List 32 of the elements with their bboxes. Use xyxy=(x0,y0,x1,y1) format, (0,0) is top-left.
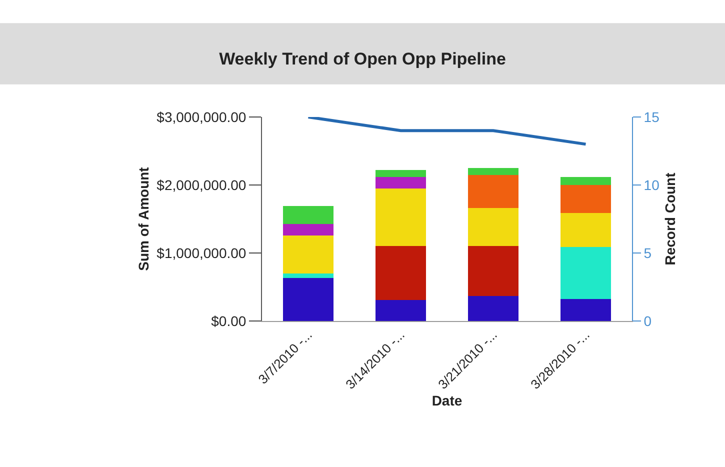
y-tick-label: $0.00 xyxy=(211,312,246,329)
bar xyxy=(282,206,334,224)
bar xyxy=(468,208,519,246)
y-axis-title: Sum of Amount xyxy=(135,166,152,271)
y2-axis-title: Record Count xyxy=(662,172,678,266)
bar xyxy=(375,170,426,177)
bar xyxy=(282,224,334,236)
chart-title: Weekly Trend of Open Opp Pipeline xyxy=(219,49,506,68)
y2-tick-label: 10 xyxy=(644,176,660,193)
bar xyxy=(560,299,612,321)
bar xyxy=(282,235,334,274)
bar xyxy=(468,246,519,296)
y2-tick-label: 15 xyxy=(644,108,660,125)
bar xyxy=(375,300,426,321)
bar xyxy=(560,185,612,213)
bar xyxy=(468,296,519,321)
y-tick-label: $3,000,000.00 xyxy=(156,108,246,125)
bar xyxy=(468,174,519,208)
bar xyxy=(560,176,612,185)
bar xyxy=(282,278,334,321)
bar xyxy=(375,176,426,188)
y-tick-label: $2,000,000.00 xyxy=(156,176,246,193)
x-axis-title: Date xyxy=(432,392,462,408)
bar xyxy=(560,246,612,300)
y2-tick-label: 5 xyxy=(644,244,652,261)
y2-tick-label: 0 xyxy=(644,312,652,329)
bar xyxy=(375,246,426,300)
bar xyxy=(375,188,426,246)
bar xyxy=(560,212,612,247)
y-tick-label: $1,000,000.00 xyxy=(156,244,246,261)
bar xyxy=(282,273,334,278)
bar xyxy=(468,168,519,175)
